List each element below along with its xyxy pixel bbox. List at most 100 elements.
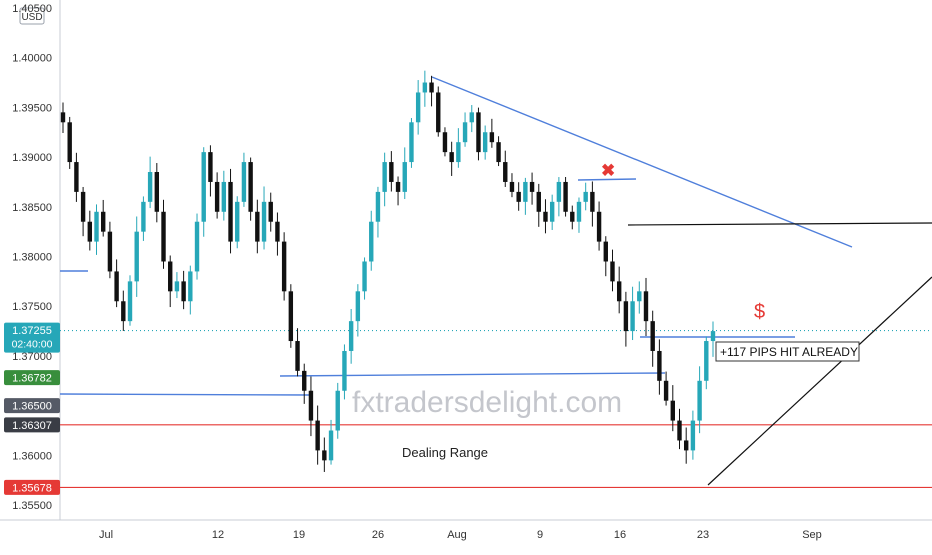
- candle-body: [261, 201, 267, 242]
- candle-body: [295, 341, 300, 371]
- candle-body: [670, 400, 675, 421]
- candle-body: [637, 291, 642, 302]
- y-tick-label: 1.38000: [12, 252, 52, 264]
- currency-tag[interactable]: [19, 7, 45, 25]
- pips-callout-box: [715, 341, 860, 362]
- candle-body: [147, 172, 153, 202]
- candle-body: [556, 181, 562, 202]
- candle-body: [690, 420, 696, 451]
- candle-body: [60, 112, 66, 123]
- candle-body: [342, 350, 347, 391]
- price-badge-label: 1.36782: [12, 373, 52, 385]
- candle-body: [328, 430, 334, 461]
- candle-body: [235, 201, 240, 242]
- x-tick-label: 12: [212, 529, 224, 541]
- candle-body: [563, 181, 568, 212]
- pips-callout-label: +117 PIPS HIT ALREADY: [720, 345, 858, 359]
- x-tick-label: Sep: [802, 529, 822, 541]
- x-tick-label: 19: [293, 529, 305, 541]
- candle-body: [114, 271, 119, 302]
- candle-body: [228, 181, 233, 242]
- price-badge: [4, 398, 60, 414]
- x-tick-label: Jul: [99, 529, 113, 541]
- candle-body: [67, 122, 72, 163]
- candle-body: [476, 112, 481, 153]
- currency-label: USD: [21, 12, 42, 23]
- x-tick-label: 23: [697, 529, 709, 541]
- candle-body: [436, 92, 441, 133]
- candle-body: [683, 440, 689, 451]
- x-tick-label: 26: [372, 529, 384, 541]
- range-low-line: [59, 393, 311, 396]
- candle-body: [523, 181, 528, 202]
- candle-body: [134, 231, 139, 282]
- candle-body: [570, 211, 575, 222]
- candle-body: [174, 281, 180, 292]
- candle-body: [509, 181, 515, 192]
- price-badges: 1.37255 02:40:00 1.36782 1.36500 1.36307 1.35…: [4, 322, 60, 495]
- price-badge: [4, 322, 60, 353]
- candle-body: [127, 281, 133, 322]
- candle-body: [94, 211, 99, 242]
- candle-body: [302, 370, 307, 391]
- candle-body: [623, 301, 629, 332]
- candle-body: [650, 321, 655, 351]
- price-badge-label: 1.35678: [12, 482, 52, 494]
- candle-body: [576, 201, 582, 222]
- price-badge: [4, 370, 60, 386]
- rising-trendline: [707, 276, 932, 486]
- candles: [60, 70, 716, 472]
- candle-body: [362, 261, 367, 292]
- candle-body: [194, 221, 200, 272]
- price-badge: [4, 417, 60, 433]
- y-tick-label: 1.38500: [12, 202, 52, 214]
- candle-body: [529, 181, 535, 192]
- candle-body: [630, 301, 635, 332]
- candle-body: [543, 211, 548, 222]
- candle-body: [335, 390, 340, 431]
- y-tick-label: 1.40000: [12, 53, 52, 65]
- candle-body: [255, 211, 260, 242]
- candle-body: [657, 350, 662, 381]
- candle-body: [503, 162, 508, 182]
- candle-body: [121, 301, 126, 322]
- y-tick-label: 1.40500: [12, 3, 52, 15]
- watermark: fxtradersdelight.com: [352, 386, 622, 419]
- price-badge-label: 1.36500: [12, 401, 52, 413]
- candle-body: [442, 132, 448, 153]
- candle-body: [610, 261, 615, 282]
- candle-body: [663, 380, 669, 401]
- candle-body: [462, 122, 468, 143]
- candle-body: [704, 341, 709, 381]
- y-tick-label: 1.37000: [12, 351, 52, 363]
- candle-body: [281, 241, 287, 292]
- candle-body: [489, 132, 495, 143]
- candle-body: [596, 211, 602, 242]
- candle-body: [549, 201, 555, 222]
- y-axis-ticks: 1.40500 1.40000 1.39500 1.39000 1.38500 1.380…: [12, 3, 52, 512]
- candle-body: [402, 162, 407, 192]
- candle-body: [241, 162, 247, 202]
- candle-body: [409, 122, 414, 163]
- candle-body: [275, 221, 280, 242]
- candle-body: [141, 201, 146, 232]
- candle-body: [308, 390, 314, 421]
- y-tick-label: 1.36000: [12, 450, 52, 462]
- cross-mark: ✖: [601, 161, 615, 180]
- candle-body: [415, 92, 421, 123]
- candle-body: [168, 261, 173, 292]
- candle-body: [643, 291, 649, 322]
- x-tick-label: 16: [614, 529, 626, 541]
- candle-body: [449, 152, 454, 163]
- candle-body: [710, 331, 716, 342]
- candle-body: [590, 191, 595, 212]
- candle-body: [201, 152, 206, 222]
- descending-trendline: [431, 76, 853, 248]
- candle-body: [154, 172, 160, 212]
- candle-body: [348, 321, 354, 351]
- candle-body: [101, 211, 106, 232]
- y-tick-label: 1.39000: [12, 152, 52, 164]
- x-tick-label: Aug: [447, 529, 467, 541]
- candle-body: [697, 380, 702, 421]
